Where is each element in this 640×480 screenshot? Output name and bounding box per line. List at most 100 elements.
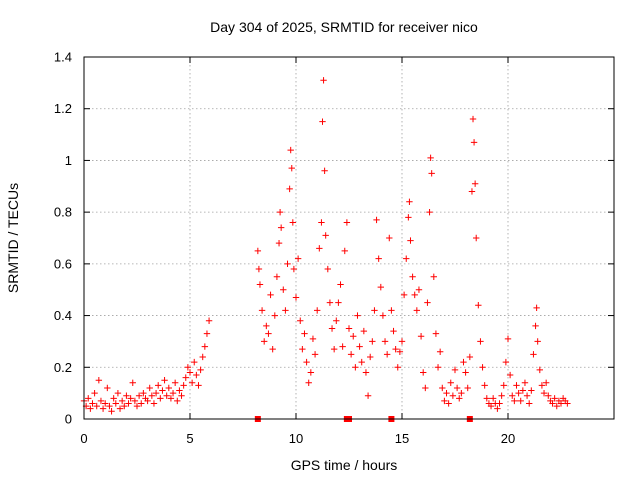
data-point xyxy=(182,374,189,381)
data-point xyxy=(513,382,520,389)
data-point xyxy=(533,304,540,312)
chart-title: Day 304 of 2025, SRMTID for receiver nic… xyxy=(210,19,478,35)
data-point xyxy=(95,377,103,384)
x-tick-label: 15 xyxy=(395,431,409,446)
y-tick-label: 1.2 xyxy=(54,101,72,116)
data-point xyxy=(180,382,187,389)
data-point xyxy=(367,353,374,361)
data-point xyxy=(316,245,323,252)
data-point xyxy=(131,397,139,405)
data-point xyxy=(277,224,285,231)
data-point xyxy=(530,351,537,358)
data-point xyxy=(460,358,467,366)
data-point xyxy=(199,353,206,361)
data-point xyxy=(314,307,321,314)
data-point xyxy=(475,302,482,309)
data-point xyxy=(320,77,327,84)
data-point xyxy=(292,294,300,301)
data-point xyxy=(394,364,401,371)
data-point xyxy=(112,400,119,407)
data-point xyxy=(354,312,361,319)
data-point xyxy=(441,397,448,405)
data-point xyxy=(255,265,263,273)
data-point xyxy=(405,214,412,221)
data-point xyxy=(496,400,503,407)
data-point xyxy=(422,384,429,392)
data-point xyxy=(352,364,359,371)
data-point xyxy=(468,188,476,195)
data-point xyxy=(135,392,143,399)
y-tick-label: 0 xyxy=(65,412,72,427)
data-point xyxy=(276,208,284,216)
data-point xyxy=(337,281,344,288)
data-series-srmtid xyxy=(80,77,571,422)
data-point xyxy=(265,330,272,337)
data-point xyxy=(186,369,194,376)
data-point xyxy=(557,400,565,407)
data-point xyxy=(271,312,278,319)
data-point xyxy=(319,118,326,125)
data-point xyxy=(176,387,183,394)
data-point xyxy=(258,307,266,314)
data-point xyxy=(364,392,372,399)
data-point xyxy=(473,234,480,242)
y-tick-label: 1 xyxy=(65,153,72,168)
data-point xyxy=(545,392,552,399)
data-point xyxy=(381,338,389,345)
data-point xyxy=(167,395,175,402)
data-point xyxy=(273,273,281,280)
data-point xyxy=(188,379,196,386)
data-point xyxy=(254,247,262,255)
data-point xyxy=(528,387,535,394)
data-point xyxy=(396,348,404,355)
data-point xyxy=(161,377,168,384)
x-axis-label: GPS time / hours xyxy=(291,457,398,473)
data-point xyxy=(157,395,164,402)
data-point xyxy=(146,384,153,392)
data-point xyxy=(534,338,541,345)
data-point xyxy=(532,322,539,330)
data-point xyxy=(307,369,315,376)
data-point xyxy=(104,384,111,392)
data-point xyxy=(415,286,423,293)
data-point xyxy=(390,327,397,335)
data-point xyxy=(464,384,471,392)
data-point xyxy=(458,389,465,397)
data-point xyxy=(481,382,488,389)
data-point xyxy=(347,351,355,358)
data-point xyxy=(287,146,294,154)
data-point xyxy=(424,299,431,306)
data-point xyxy=(288,164,295,172)
data-point xyxy=(301,330,308,337)
data-point xyxy=(284,260,291,268)
data-point xyxy=(297,317,304,324)
data-point xyxy=(426,208,433,216)
data-point xyxy=(335,299,342,306)
data-point xyxy=(267,291,274,299)
data-point xyxy=(311,351,319,358)
data-point xyxy=(466,353,474,361)
data-point xyxy=(526,400,533,407)
data-point xyxy=(133,402,141,410)
data-point xyxy=(333,317,340,324)
data-point xyxy=(159,387,166,394)
data-point xyxy=(469,115,477,123)
data-point xyxy=(471,180,479,187)
data-point xyxy=(286,185,293,193)
data-point xyxy=(326,299,334,306)
data-point xyxy=(413,307,421,314)
data-point xyxy=(116,405,124,412)
data-point xyxy=(114,389,122,397)
data-point xyxy=(195,382,202,389)
data-point xyxy=(453,384,461,392)
data-point xyxy=(506,371,514,379)
data-point xyxy=(150,400,158,407)
data-point xyxy=(256,281,264,288)
data-point xyxy=(155,382,162,389)
data-point xyxy=(542,379,550,386)
data-point xyxy=(383,351,391,358)
data-point xyxy=(169,389,177,397)
y-tick-label: 1.4 xyxy=(54,50,72,65)
data-point xyxy=(140,389,147,397)
